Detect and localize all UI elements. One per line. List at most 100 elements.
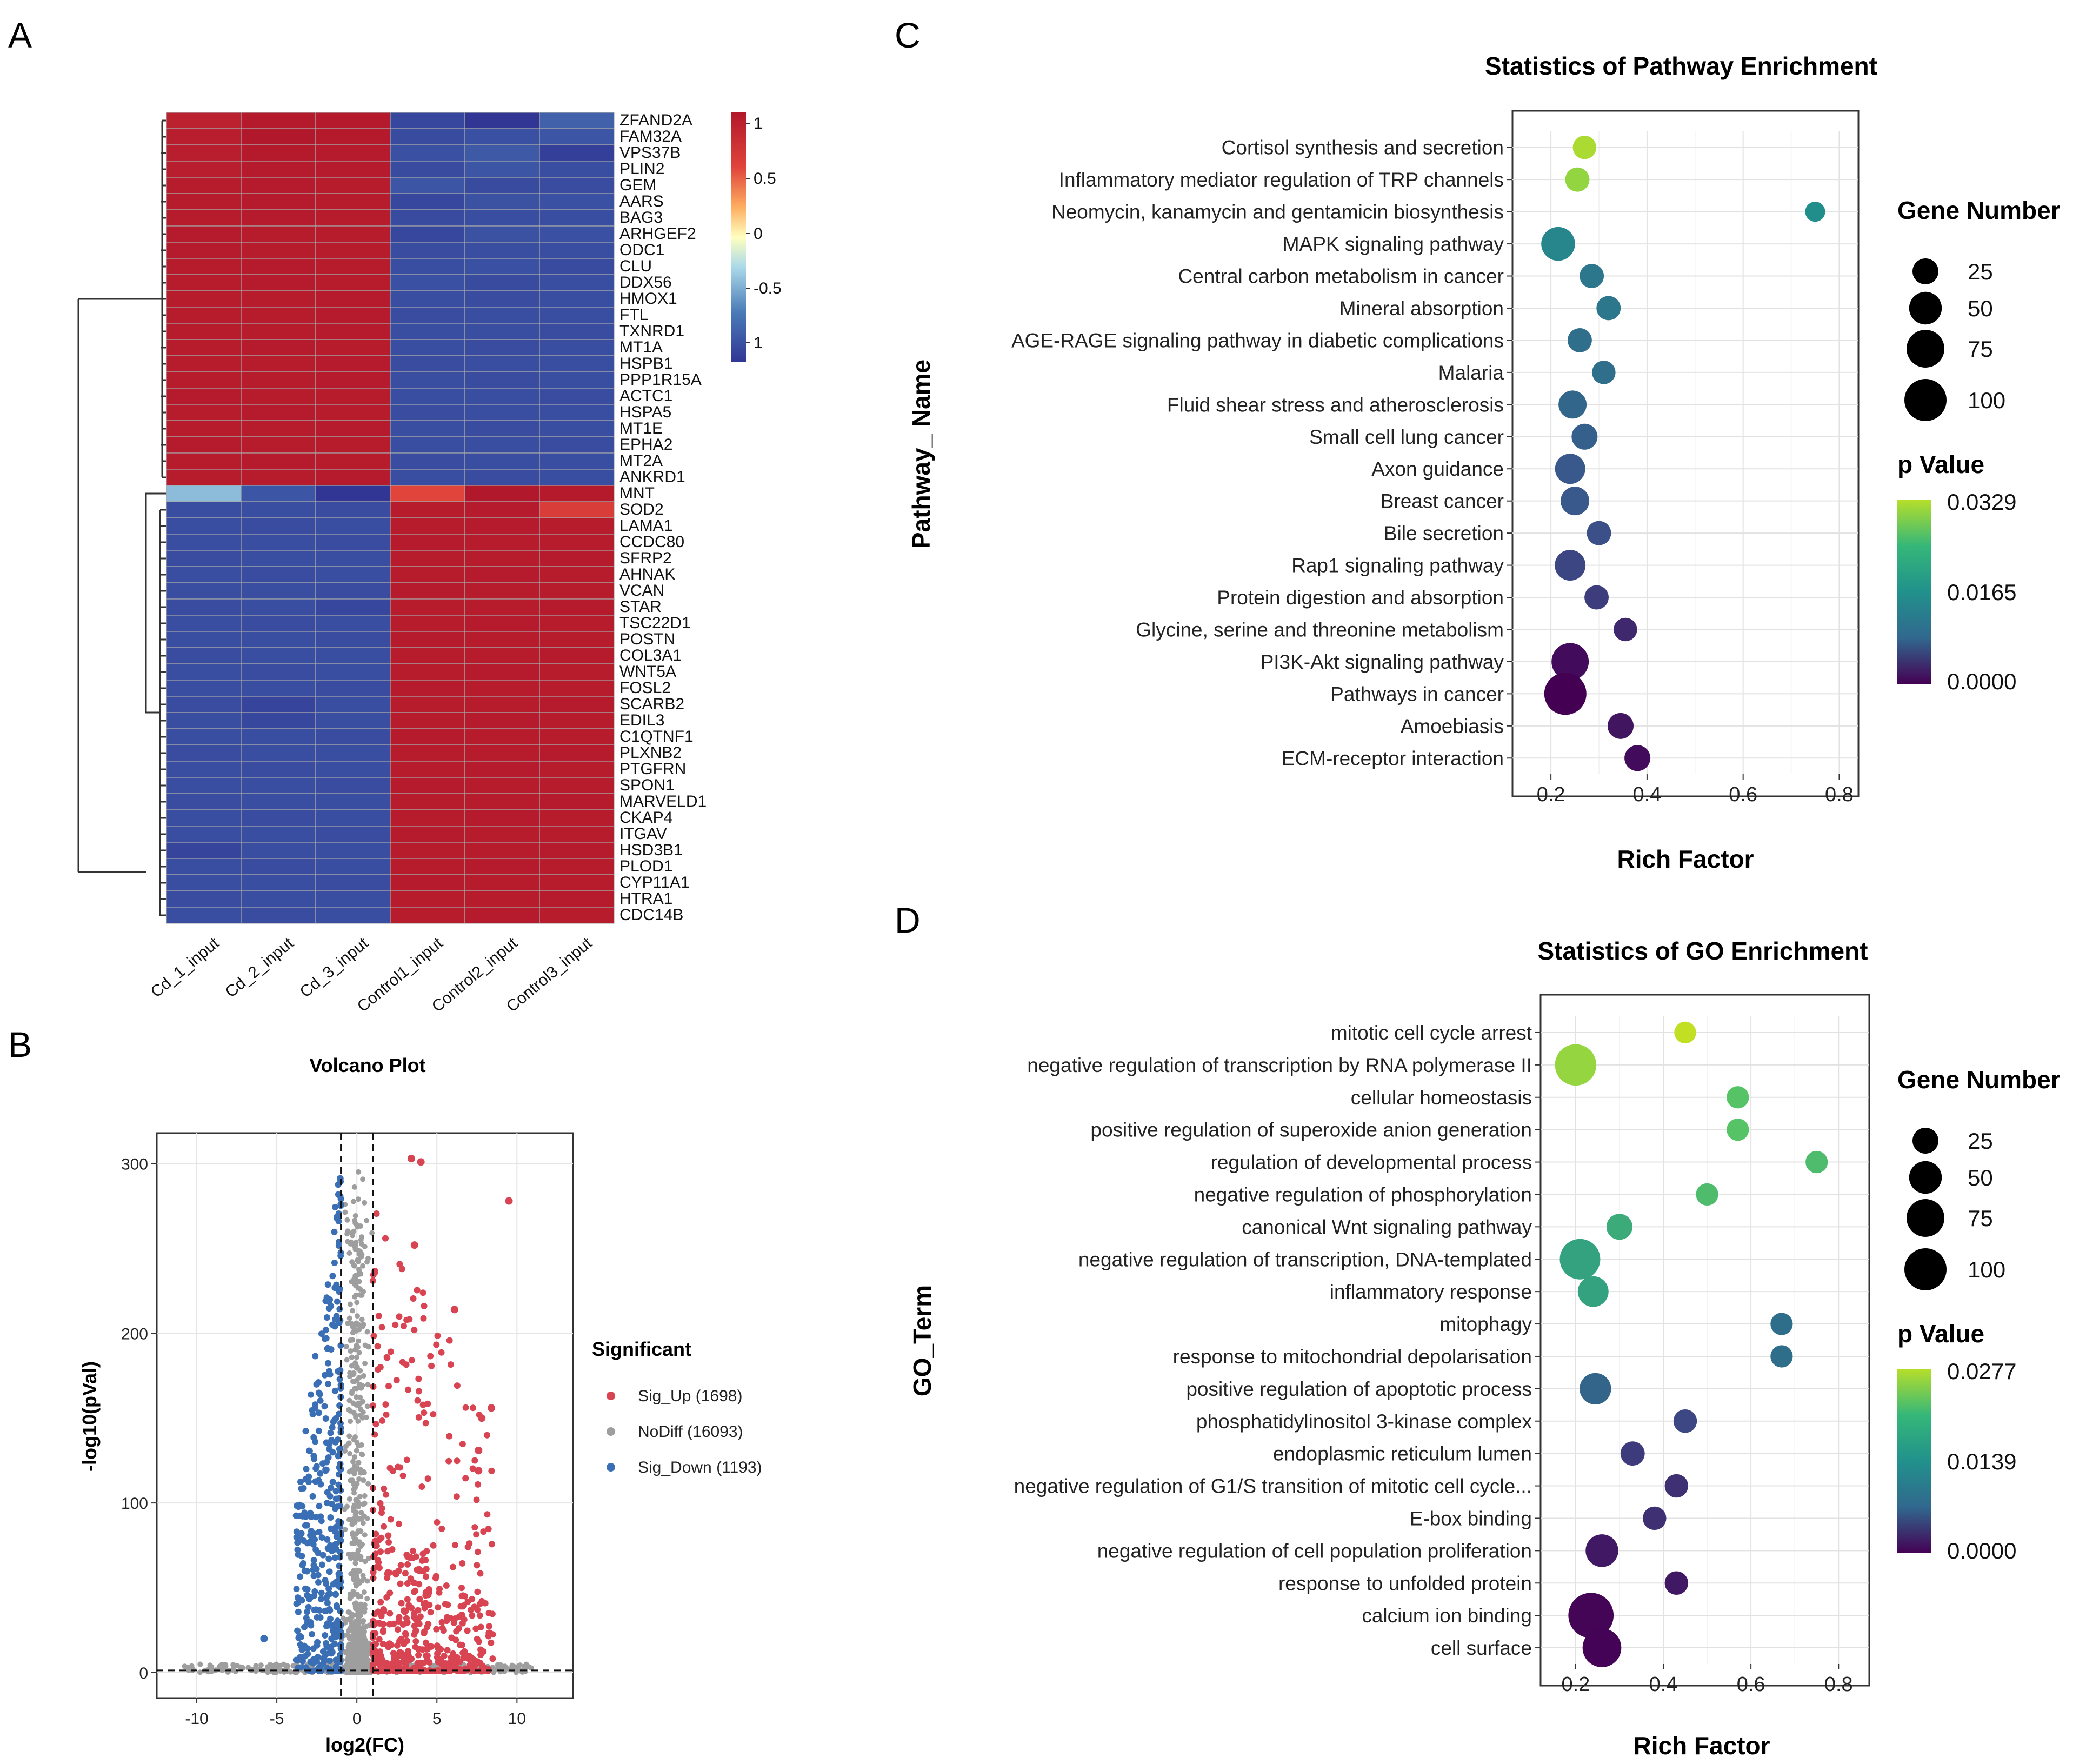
heatmap-cell — [390, 744, 465, 762]
heatmap-cell — [464, 161, 540, 178]
heatmap-gene-label: TSC22D1 — [619, 614, 691, 632]
category-label: canonical Wnt signaling pathway — [1242, 1216, 1532, 1238]
volcano-point-nodiff — [350, 1308, 356, 1314]
heatmap-cell — [390, 177, 465, 194]
volcano-point-up — [388, 1348, 395, 1355]
volcano-point-up — [373, 1542, 380, 1549]
heatmap-cell — [539, 274, 615, 291]
heatmap-cell — [166, 420, 242, 437]
volcano-point-nodiff — [344, 1217, 350, 1223]
heatmap-cell — [539, 761, 615, 778]
heatmap-cell — [241, 793, 316, 810]
size-legend-title: Gene Number — [1897, 1066, 2061, 1094]
heatmap-cell — [166, 404, 242, 421]
volcano-point-nodiff — [350, 1337, 356, 1343]
volcano-point-up — [379, 1417, 386, 1424]
heatmap-cell — [390, 274, 465, 291]
heatmap-cell — [539, 485, 615, 502]
volcano-point-up — [423, 1548, 430, 1555]
go-y-axis-title: GO_Term — [908, 1285, 936, 1396]
volcano-point-up — [433, 1626, 440, 1633]
volcano-point-nodiff — [351, 1535, 357, 1541]
heatmap-cell — [464, 907, 540, 924]
volcano-x-axis-title: log2(FC) — [325, 1734, 404, 1756]
volcano-point-up — [387, 1661, 394, 1668]
volcano-point-up — [386, 1589, 394, 1596]
volcano-point-up — [457, 1641, 464, 1648]
heatmap-cell — [390, 566, 465, 583]
volcano-point-up — [472, 1625, 479, 1632]
size-legend-label: 25 — [1968, 259, 1993, 284]
heatmap-cell — [166, 469, 242, 486]
heatmap-cell — [166, 371, 242, 389]
volcano-point-up — [399, 1472, 406, 1479]
volcano-point-nodiff — [358, 1510, 364, 1516]
heatmap-cell — [464, 307, 540, 324]
size-legend-dot — [1904, 1248, 1947, 1290]
volcano-point-nodiff — [354, 1322, 359, 1328]
heatmap-cell — [464, 501, 540, 518]
volcano-point-nodiff — [360, 1501, 366, 1507]
volcano-point-down — [331, 1667, 338, 1674]
volcano-point-nodiff — [359, 1665, 365, 1671]
heatmap-cell — [464, 420, 540, 437]
volcano-point-down — [325, 1585, 332, 1592]
volcano-point-nodiff — [362, 1360, 368, 1366]
volcano-point-up — [474, 1562, 481, 1569]
volcano-point-up — [412, 1637, 419, 1645]
volcano-point-nodiff — [360, 1263, 366, 1269]
volcano-point-nodiff — [346, 1397, 352, 1403]
volcano-point-nodiff — [346, 1627, 352, 1633]
heatmap-cell — [315, 112, 391, 129]
heatmap-cell — [464, 144, 540, 162]
volcano-point-nodiff — [349, 1540, 355, 1546]
volcano-point-nodiff — [355, 1548, 361, 1554]
legend-swatch — [607, 1427, 615, 1436]
x-tick-label: 0.2 — [1537, 783, 1565, 806]
volcano-legend-title: Significant — [592, 1338, 691, 1360]
volcano-point-down — [320, 1659, 327, 1666]
heatmap-cell — [539, 728, 615, 745]
category-label: inflammatory response — [1330, 1281, 1532, 1303]
volcano-point-up — [453, 1628, 460, 1635]
volcano-point-up — [377, 1599, 384, 1606]
volcano-point-up — [422, 1557, 429, 1564]
volcano-point-nodiff — [361, 1648, 366, 1654]
enrichment-point — [1770, 1345, 1793, 1368]
volcano-point-down — [331, 1259, 338, 1266]
volcano-point-nodiff — [346, 1616, 352, 1622]
size-legend-label: 100 — [1968, 388, 2005, 413]
heatmap-cell — [464, 809, 540, 827]
volcano-point-nodiff — [510, 1665, 516, 1671]
volcano-point-nodiff — [360, 1399, 366, 1404]
enrichment-point — [1585, 1534, 1618, 1567]
enrichment-point — [1727, 1119, 1749, 1141]
volcano-point-up — [453, 1493, 460, 1500]
heatmap-cell — [241, 323, 316, 340]
volcano-point-nodiff — [347, 1450, 353, 1456]
volcano-point-down — [296, 1596, 303, 1603]
volcano-point-nodiff — [239, 1665, 245, 1670]
volcano-point-down — [325, 1381, 332, 1388]
enrichment-point — [1664, 1571, 1689, 1595]
volcano-point-up — [414, 1397, 421, 1404]
volcano-point-nodiff — [258, 1662, 264, 1668]
category-label: Small cell lung cancer — [1309, 426, 1504, 448]
volcano-point-up — [474, 1658, 481, 1665]
heatmap-cell — [390, 388, 465, 405]
volcano-point-nodiff — [363, 1414, 369, 1420]
heatmap-cell — [390, 550, 465, 567]
heatmap-cell — [464, 274, 540, 291]
volcano-point-up — [406, 1316, 413, 1323]
heatmap-cell — [539, 809, 615, 827]
volcano-point-up — [473, 1496, 480, 1503]
volcano-point-down — [325, 1454, 332, 1461]
heatmap-cell — [166, 388, 242, 405]
heatmap-cell — [166, 258, 242, 275]
heatmap-cell — [166, 582, 242, 600]
size-legend-label: 100 — [1968, 1257, 2005, 1282]
volcano-point-nodiff — [359, 1658, 365, 1664]
volcano-point-nodiff — [355, 1418, 361, 1424]
volcano-point-nodiff — [197, 1661, 203, 1667]
